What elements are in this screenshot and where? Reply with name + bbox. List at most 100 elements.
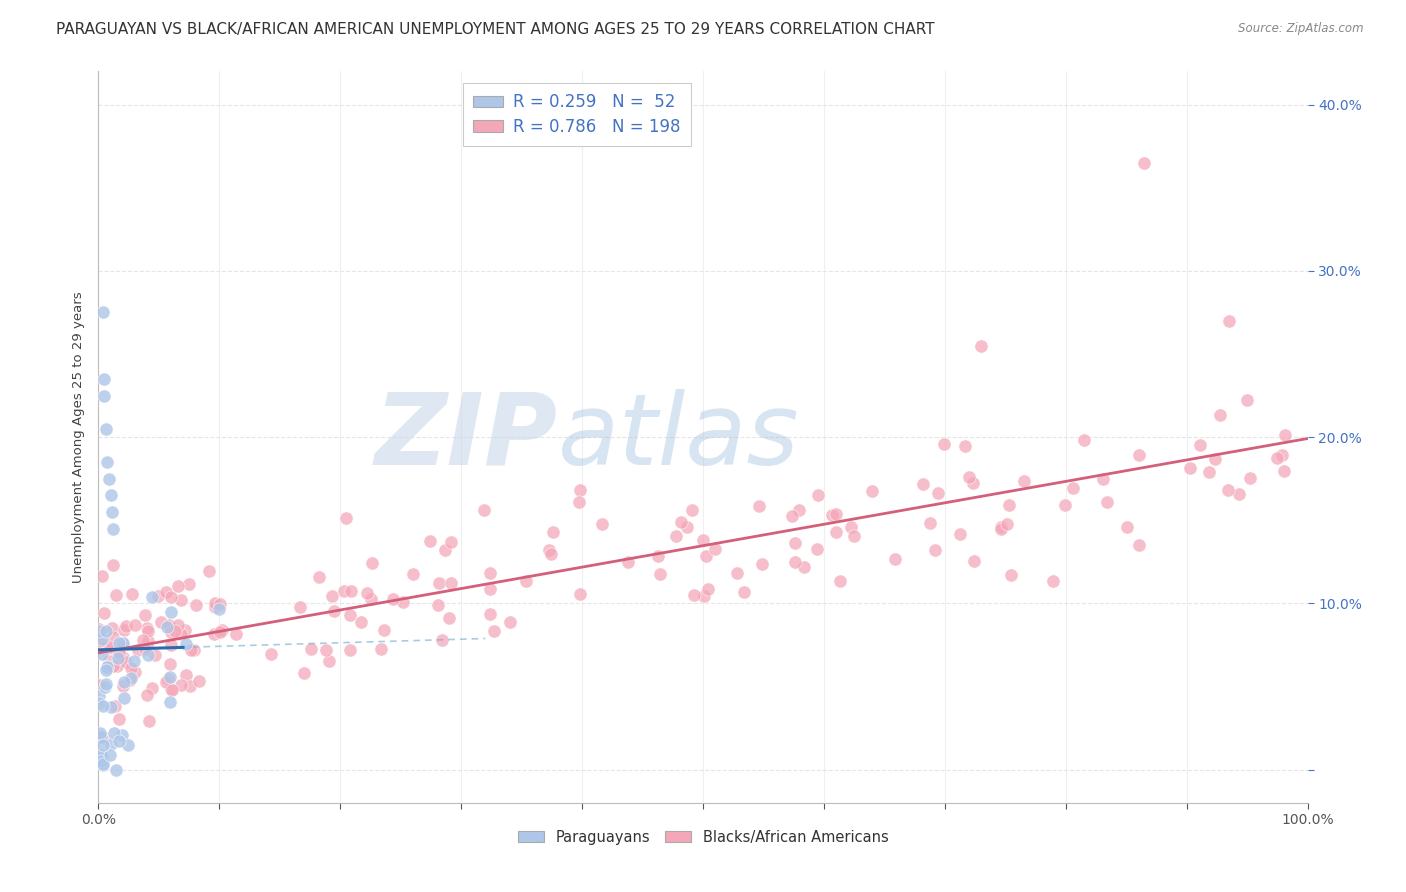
Point <box>120 673 142 687</box>
Point <box>356 585 378 599</box>
Point <box>100 488 122 502</box>
Point <box>440 576 463 591</box>
Point <box>862 484 884 499</box>
Point <box>339 584 361 599</box>
Point <box>159 624 181 639</box>
Point <box>87 678 110 692</box>
Point <box>93 699 115 714</box>
Point <box>1095 495 1118 509</box>
Point <box>339 643 361 657</box>
Point <box>208 598 231 612</box>
Point <box>112 636 135 650</box>
Point <box>315 643 337 657</box>
Point <box>180 642 202 657</box>
Point <box>541 524 564 539</box>
Point <box>499 615 522 629</box>
Point <box>911 476 934 491</box>
Point <box>292 666 315 681</box>
Point <box>90 748 112 763</box>
Point <box>308 570 330 584</box>
Point <box>150 615 173 629</box>
Point <box>90 632 112 646</box>
Point <box>927 486 949 500</box>
Point <box>136 634 159 648</box>
Point <box>998 499 1021 513</box>
Point <box>787 503 810 517</box>
Point <box>136 639 159 653</box>
Point <box>807 488 830 502</box>
Point <box>725 566 748 581</box>
Point <box>1116 519 1139 533</box>
Point <box>91 731 114 745</box>
Point <box>751 557 773 571</box>
Point <box>108 645 131 659</box>
Point <box>159 657 181 672</box>
Point <box>844 529 866 543</box>
Point <box>89 726 111 740</box>
Point <box>1271 448 1294 462</box>
Point <box>108 712 131 726</box>
Point <box>112 691 135 706</box>
Point <box>174 623 197 637</box>
Point <box>568 495 591 509</box>
Point <box>112 679 135 693</box>
Point <box>127 643 149 657</box>
Point <box>204 596 226 610</box>
Point <box>382 591 405 606</box>
Point <box>1133 155 1156 169</box>
Point <box>134 641 156 656</box>
Point <box>174 637 197 651</box>
Point <box>124 618 146 632</box>
Point <box>94 624 117 638</box>
Point <box>1204 452 1226 467</box>
Point <box>211 624 233 638</box>
Point <box>90 730 112 744</box>
Point <box>568 483 591 497</box>
Point <box>225 627 247 641</box>
Point <box>108 655 131 669</box>
Point <box>650 566 672 581</box>
Point <box>93 606 115 620</box>
Point <box>478 566 501 580</box>
Point <box>167 618 190 632</box>
Point <box>114 655 136 669</box>
Point <box>170 593 193 607</box>
Point <box>208 602 231 616</box>
Point <box>98 640 121 654</box>
Point <box>704 541 727 556</box>
Point <box>91 305 114 319</box>
Point <box>89 689 111 703</box>
Point <box>103 726 125 740</box>
Point <box>323 604 346 618</box>
Point <box>370 641 392 656</box>
Point <box>112 674 135 689</box>
Point <box>478 582 501 597</box>
Point <box>132 632 155 647</box>
Point <box>136 621 159 635</box>
Point <box>156 620 179 634</box>
Point <box>170 678 193 692</box>
Point <box>440 534 463 549</box>
Point <box>159 695 181 709</box>
Point <box>920 516 942 531</box>
Point <box>1128 538 1150 552</box>
Point <box>1239 470 1261 484</box>
Point <box>1188 438 1211 452</box>
Point <box>91 633 114 648</box>
Point <box>107 734 129 748</box>
Point <box>970 338 993 352</box>
Point <box>482 624 505 638</box>
Point <box>101 521 124 535</box>
Point <box>103 630 125 644</box>
Point <box>111 649 134 664</box>
Point <box>419 533 441 548</box>
Point <box>100 737 122 751</box>
Point <box>160 590 183 604</box>
Text: atlas: atlas <box>558 389 800 485</box>
Point <box>1227 486 1250 500</box>
Point <box>392 595 415 609</box>
Point <box>1042 574 1064 589</box>
Point <box>177 577 200 591</box>
Point <box>733 584 755 599</box>
Point <box>90 755 112 769</box>
